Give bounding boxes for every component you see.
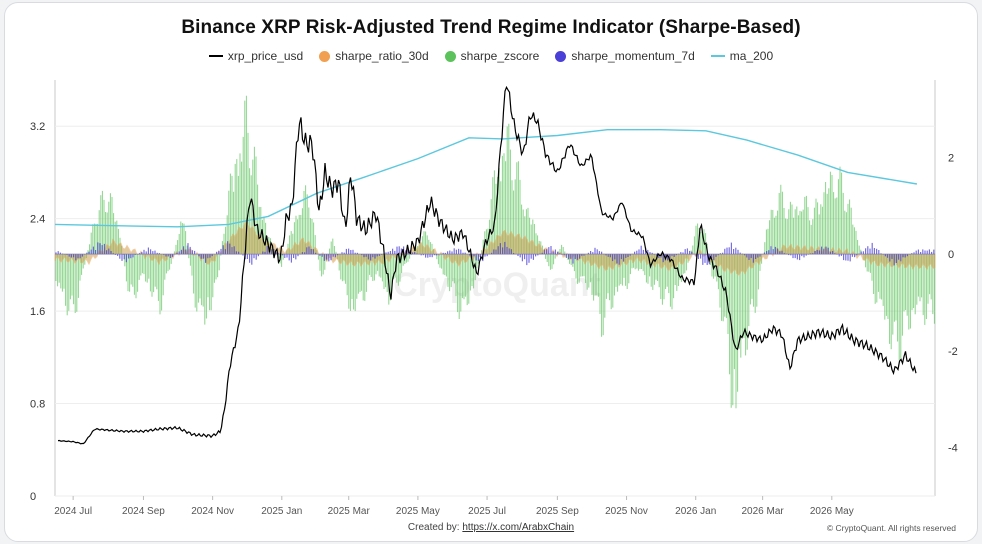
ratio-layer	[54, 220, 936, 276]
legend-item-sharpe-momentum-7d[interactable]: sharpe_momentum_7d	[555, 49, 695, 63]
x-tick-label: 2024 Nov	[191, 506, 234, 517]
x-tick-label: 2026 May	[810, 506, 854, 517]
legend-line-icon	[710, 55, 725, 57]
xrp-price-line	[57, 85, 917, 445]
chart-legend: xrp_price_usd sharpe_ratio_30d sharpe_zs…	[0, 49, 982, 63]
legend-label: sharpe_ratio_30d	[335, 49, 429, 63]
legend-label: sharpe_zscore	[460, 49, 540, 63]
x-tick-label: 2025 Nov	[605, 506, 648, 517]
ma-200-line	[54, 128, 918, 228]
x-tick-label: 2025 Jul	[468, 506, 506, 517]
y-tick-right: 2	[948, 152, 954, 164]
credit-link[interactable]: https://x.com/ArabxChain	[462, 522, 575, 533]
legend-dot-icon	[555, 50, 567, 62]
y-tick-left: 0	[30, 491, 36, 503]
ma-layer	[54, 128, 918, 228]
y-tick-left: 0.8	[30, 399, 45, 411]
x-tick-label: 2024 Jul	[54, 506, 92, 517]
x-tick-label: 2024 Sep	[122, 506, 165, 517]
credit-line: Created by: https://x.com/ArabxChain	[0, 522, 982, 533]
chart-title: Binance XRP Risk-Adjusted Trend Regime I…	[181, 17, 801, 38]
legend-label: ma_200	[729, 49, 774, 63]
legend-label: xrp_price_usd	[227, 49, 304, 63]
momentum-layer	[55, 241, 935, 266]
axis-layer: 0 0.8 1.6 2.4 3.2 -4 -2 0 2 2024 Jul 2024 Sep 2024 …	[30, 121, 958, 517]
credit-prefix: Created by:	[407, 522, 460, 533]
x-tick-label: 2026 Mar	[742, 506, 785, 517]
price-layer	[57, 85, 917, 445]
x-tick-label: 2026 Jan	[675, 506, 716, 517]
x-tick-label: 2025 Mar	[328, 506, 371, 517]
legend-line-icon	[208, 55, 223, 57]
legend-item-sharpe-ratio-30d[interactable]: sharpe_ratio_30d	[319, 49, 429, 63]
y-tick-right: 0	[948, 249, 954, 261]
legend-dot-icon	[444, 50, 456, 62]
sharpe-ratio-area	[54, 220, 936, 276]
legend-item-ma-200[interactable]: ma_200	[710, 49, 774, 63]
legend-item-sharpe-zscore[interactable]: sharpe_zscore	[444, 49, 540, 63]
x-tick-label: 2025 May	[396, 506, 440, 517]
watermark: CryptoQuant	[393, 266, 601, 304]
y-tick-left: 1.6	[30, 306, 45, 318]
x-tick-label: 2025 Jan	[261, 506, 302, 517]
x-tick-label: 2025 Sep	[536, 506, 579, 517]
y-tick-left: 3.2	[30, 121, 45, 133]
copyright-text: © CryptoQuant. All rights reserved	[826, 523, 956, 533]
y-tick-right: -4	[948, 443, 958, 455]
legend-item-xrp-price[interactable]: xrp_price_usd	[208, 49, 304, 63]
y-tick-left: 2.4	[30, 214, 45, 226]
legend-dot-icon	[319, 50, 331, 62]
y-tick-right: -2	[948, 346, 958, 358]
legend-label: sharpe_momentum_7d	[571, 49, 695, 63]
